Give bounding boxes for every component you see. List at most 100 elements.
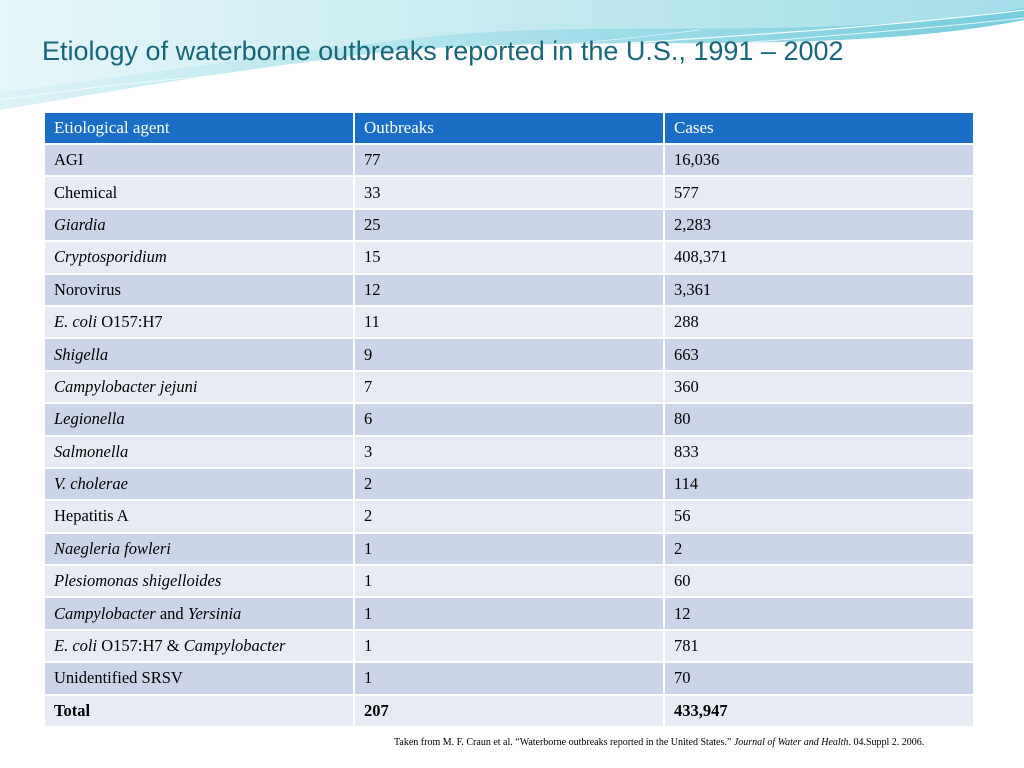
agent-name-segment: Campylobacter jejuni [54, 376, 198, 396]
table-row: Naegleria fowleri 1 2 [43, 531, 975, 567]
cell-agent: Shigella [43, 337, 355, 372]
cell-outbreaks: 25 [353, 207, 665, 243]
table-row: Hepatitis A 2 56 [43, 499, 975, 534]
total-cases: 433,947 [663, 693, 975, 729]
cell-outbreaks: 1 [353, 531, 665, 567]
agent-name-segment: Norovirus [54, 279, 121, 299]
cell-outbreaks: 15 [353, 240, 665, 275]
cell-cases: 70 [663, 661, 975, 696]
cell-agent: Norovirus [43, 272, 355, 307]
agent-name-segment: Chemical [54, 182, 118, 202]
slide-title: Etiology of waterborne outbreaks reporte… [42, 36, 844, 66]
cell-cases: 3,361 [663, 272, 975, 307]
agent-name-segment: Giardia [54, 214, 106, 234]
cell-outbreaks: 1 [353, 628, 665, 664]
cell-agent: Campylobacter jejuni [43, 369, 355, 405]
cell-cases: 288 [663, 304, 975, 340]
table-row: Salmonella 3 833 [43, 434, 975, 469]
agent-name-segment: E. coli [54, 312, 98, 332]
cell-agent: Legionella [43, 402, 355, 437]
cell-outbreaks: 3 [353, 434, 665, 469]
table-row: Cryptosporidium 15 408,371 [43, 240, 975, 275]
table-row: Norovirus 12 3,361 [43, 272, 975, 307]
cell-agent: Unidentified SRSV [43, 661, 355, 696]
cell-outbreaks: 33 [353, 175, 665, 210]
agent-name-segment: and [155, 603, 188, 623]
agent-name-segment: Yersinia [187, 603, 242, 623]
cell-cases: 577 [663, 175, 975, 210]
header-cases: Cases [663, 111, 975, 145]
agent-name-segment: AGI [54, 150, 84, 170]
cell-cases: 2,283 [663, 207, 975, 243]
cell-outbreaks: 2 [353, 466, 665, 502]
agent-name-segment: Shigella [54, 344, 109, 364]
decorative-wave-banner [0, 0, 1024, 111]
agent-name-segment: V. cholerae [54, 474, 128, 494]
table-total-row: Total 207 433,947 [43, 693, 975, 729]
cell-outbreaks: 6 [353, 402, 665, 437]
header-outbreaks: Outbreaks [353, 111, 665, 145]
cell-agent: Hepatitis A [43, 499, 355, 534]
agent-name-segment: Plesiomonas shigelloides [54, 571, 222, 591]
cell-agent: Chemical [43, 175, 355, 210]
cell-cases: 360 [663, 369, 975, 405]
table-body: AGI 77 16,036 Chemical 33 577 Giardia 25 2,283 Cr… [43, 142, 975, 729]
cell-agent: Salmonella [43, 434, 355, 469]
agent-name-segment: Naegleria fowleri [54, 538, 171, 558]
table-row: Giardia 25 2,283 [43, 207, 975, 243]
table-header-row: Etiological agent Outbreaks Cases [43, 111, 975, 145]
cell-outbreaks: 1 [353, 596, 665, 631]
cell-cases: 56 [663, 499, 975, 534]
cell-cases: 2 [663, 531, 975, 567]
agent-name-segment: E. coli [54, 636, 98, 656]
agent-name-segment: Campylobacter [183, 636, 286, 656]
cell-outbreaks: 77 [353, 142, 665, 178]
cell-agent: Giardia [43, 207, 355, 243]
cell-cases: 80 [663, 402, 975, 437]
cell-cases: 12 [663, 596, 975, 631]
agent-name-segment: Legionella [54, 409, 125, 429]
cell-agent: E. coli O157:H7 [43, 304, 355, 340]
citation-text: Taken from M. F. Craun et al. “Waterborn… [394, 737, 734, 748]
header-etiological-agent: Etiological agent [43, 111, 355, 145]
cell-outbreaks: 7 [353, 369, 665, 405]
outbreaks-table: Etiological agent Outbreaks Cases AGI 77 1… [43, 111, 975, 729]
agent-name-segment: O157:H7 [97, 312, 163, 332]
table-row: V. cholerae 2 114 [43, 466, 975, 502]
cell-cases: 114 [663, 466, 975, 502]
agent-name-segment: Unidentified SRSV [54, 668, 183, 688]
cell-agent: Plesiomonas shigelloides [43, 564, 355, 599]
table-row: Unidentified SRSV 1 70 [43, 661, 975, 696]
table-row: AGI 77 16,036 [43, 142, 975, 178]
total-label: Total [43, 693, 355, 729]
cell-outbreaks: 9 [353, 337, 665, 372]
cell-agent: AGI [43, 142, 355, 178]
table-row: Plesiomonas shigelloides 1 60 [43, 564, 975, 599]
source-citation: Taken from M. F. Craun et al. “Waterborn… [394, 736, 1016, 750]
cell-agent: Campylobacter and Yersinia [43, 596, 355, 631]
cell-cases: 60 [663, 564, 975, 599]
cell-agent: V. cholerae [43, 466, 355, 502]
cell-outbreaks: 11 [353, 304, 665, 340]
table-row: Campylobacter jejuni 7 360 [43, 369, 975, 405]
table-row: Chemical 33 577 [43, 175, 975, 210]
agent-name-segment: Cryptosporidium [54, 247, 167, 267]
cell-cases: 16,036 [663, 142, 975, 178]
table-row: Legionella 6 80 [43, 402, 975, 437]
cell-outbreaks: 1 [353, 564, 665, 599]
agent-name-segment: Campylobacter [54, 603, 156, 623]
cell-outbreaks: 2 [353, 499, 665, 534]
cell-agent: Naegleria fowleri [43, 531, 355, 567]
table-row: E. coli O157:H7 11 288 [43, 304, 975, 340]
cell-cases: 408,371 [663, 240, 975, 275]
cell-cases: 663 [663, 337, 975, 372]
cell-cases: 781 [663, 628, 975, 664]
cell-outbreaks: 1 [353, 661, 665, 696]
table-row: Shigella 9 663 [43, 337, 975, 372]
cell-agent: Cryptosporidium [43, 240, 355, 275]
table-row: E. coli O157:H7 & Campylobacter 1 781 [43, 628, 975, 664]
cell-agent: E. coli O157:H7 & Campylobacter [43, 628, 355, 664]
cell-cases: 833 [663, 434, 975, 469]
agent-name-segment: O157:H7 & [97, 636, 184, 656]
agent-name-segment: Salmonella [54, 441, 129, 461]
